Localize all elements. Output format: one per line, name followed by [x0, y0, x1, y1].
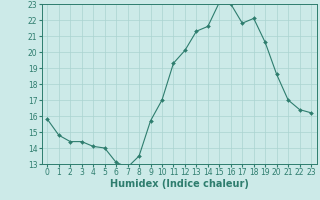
X-axis label: Humidex (Indice chaleur): Humidex (Indice chaleur): [110, 179, 249, 189]
